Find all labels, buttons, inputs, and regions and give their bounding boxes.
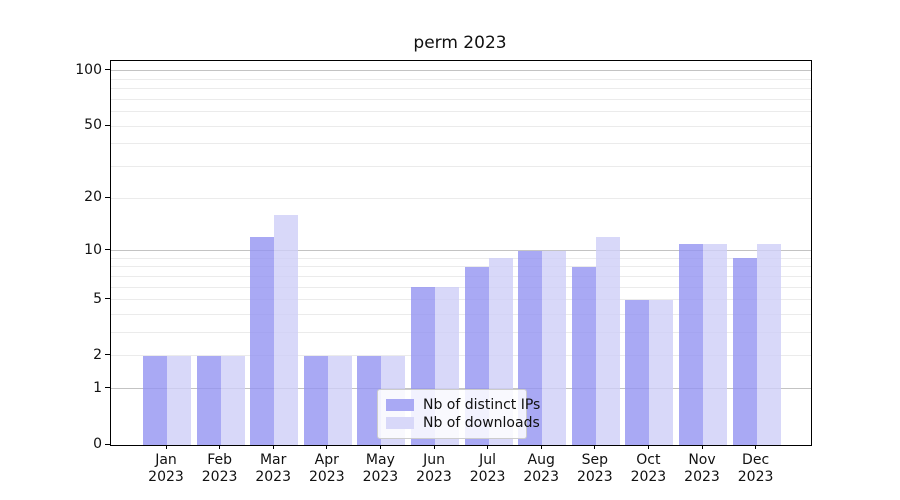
x-tick-year: 2023: [523, 469, 559, 485]
x-tick-label: Mar 2023: [233, 452, 313, 486]
gridline-minor: [111, 143, 811, 145]
x-tick-label: Dec 2023: [716, 452, 796, 486]
y-tick-mark: [105, 387, 110, 389]
gridline-major: [111, 70, 811, 72]
x-tick-label: Jul 2023: [448, 452, 528, 486]
gridline-minor: [111, 88, 811, 90]
y-tick-label: 2: [93, 346, 102, 363]
y-tick-label: 50: [84, 117, 102, 134]
gridline-minor: [111, 275, 811, 277]
y-tick-label: 100: [75, 61, 102, 78]
x-tick-year: 2023: [630, 469, 667, 485]
y-tick-mark: [105, 354, 110, 356]
bar-downloads: [649, 299, 674, 445]
gridline-minor: [111, 266, 811, 268]
gridline-minor: [111, 257, 811, 259]
x-tick-mark: [272, 445, 274, 449]
bar-downloads: [595, 237, 620, 445]
x-tick-year: 2023: [416, 469, 452, 485]
x-tick-mark: [219, 445, 221, 449]
x-tick-year: 2023: [576, 469, 613, 485]
x-tick-mark: [540, 445, 542, 449]
x-tick-year: 2023: [469, 469, 506, 485]
bar-downloads: [756, 243, 781, 445]
bar-downloads: [167, 355, 191, 445]
y-tick-mark: [105, 298, 110, 300]
bar-downloads: [542, 250, 567, 445]
y-tick-label: 1: [93, 379, 102, 396]
bar-downloads: [274, 215, 299, 445]
x-tick-label: Oct 2023: [608, 452, 688, 486]
y-tick-mark: [105, 69, 110, 71]
x-tick-year: 2023: [201, 469, 238, 485]
y-tick-mark: [105, 249, 110, 251]
x-tick-label: Jun 2023: [394, 452, 474, 486]
gridline-major: [111, 250, 811, 252]
bar-downloads: [327, 355, 352, 445]
gridline-minor: [111, 98, 811, 100]
x-tick-mark: [165, 445, 167, 449]
gridline-minor: [111, 355, 811, 357]
legend-swatch-distinct-ips: [386, 398, 414, 411]
gridline-minor: [111, 166, 811, 168]
x-tick-mark: [379, 445, 381, 449]
x-tick-mark: [433, 445, 435, 449]
bar-downloads: [220, 355, 245, 445]
y-tick-mark: [105, 443, 110, 445]
y-tick-label: 5: [93, 290, 102, 307]
gridline-minor: [111, 197, 811, 199]
gridline-minor: [111, 111, 811, 113]
gridline-minor: [111, 332, 811, 334]
x-tick-label: Apr 2023: [287, 452, 367, 486]
bar-distinct-ips: [196, 355, 221, 445]
x-tick-mark: [594, 445, 596, 449]
x-tick-year: 2023: [362, 469, 399, 485]
x-tick-label: Nov 2023: [662, 452, 742, 486]
x-tick-year: 2023: [737, 469, 774, 485]
y-tick-mark: [105, 196, 110, 198]
y-tick-mark: [105, 124, 110, 126]
x-tick-label: May 2023: [340, 452, 420, 486]
bar-distinct-ips: [679, 243, 703, 445]
y-tick-label: 10: [84, 241, 102, 258]
gridline-minor: [111, 314, 811, 315]
chart-title: perm 2023: [413, 33, 507, 53]
legend-item-downloads: Nb of downloads: [386, 414, 540, 431]
gridline-minor: [111, 299, 811, 301]
x-tick-label: Feb 2023: [180, 452, 260, 486]
gridline-minor: [111, 78, 811, 80]
x-tick-mark: [647, 445, 649, 449]
legend-label-distinct-ips: Nb of distinct IPs: [423, 396, 541, 413]
x-tick-year: 2023: [684, 469, 720, 485]
bar-distinct-ips: [625, 299, 650, 445]
x-tick-mark: [701, 445, 703, 449]
y-tick-label: 0: [93, 436, 102, 452]
bar-distinct-ips: [571, 266, 596, 445]
bar-distinct-ips: [250, 237, 275, 445]
x-tick-year: 2023: [255, 469, 291, 485]
gridline-minor: [111, 286, 811, 288]
plot-area: [110, 60, 812, 446]
bar-distinct-ips: [303, 355, 328, 445]
x-tick-mark: [755, 445, 757, 449]
bar-distinct-ips: [732, 258, 757, 445]
x-tick-mark: [487, 445, 489, 449]
legend: Nb of distinct IPs Nb of downloads: [377, 389, 540, 439]
x-tick-year: 2023: [148, 469, 184, 485]
x-tick-mark: [326, 445, 328, 449]
x-tick-label: Aug 2023: [501, 452, 581, 486]
y-tick-label: 20: [84, 189, 102, 206]
x-tick-label: Jan 2023: [126, 452, 206, 486]
gridline-major: [111, 388, 811, 390]
legend-label-downloads: Nb of downloads: [423, 414, 540, 431]
x-tick-year: 2023: [308, 469, 345, 485]
x-tick-label: Sep 2023: [555, 452, 635, 486]
gridline-minor: [111, 125, 811, 127]
legend-swatch-downloads: [386, 416, 414, 429]
legend-item-distinct-ips: Nb of distinct IPs: [386, 396, 540, 413]
bar-distinct-ips: [143, 355, 167, 445]
bar-downloads: [703, 243, 727, 445]
